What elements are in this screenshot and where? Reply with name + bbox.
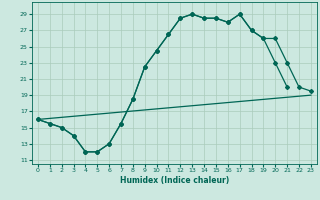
X-axis label: Humidex (Indice chaleur): Humidex (Indice chaleur) <box>120 176 229 185</box>
